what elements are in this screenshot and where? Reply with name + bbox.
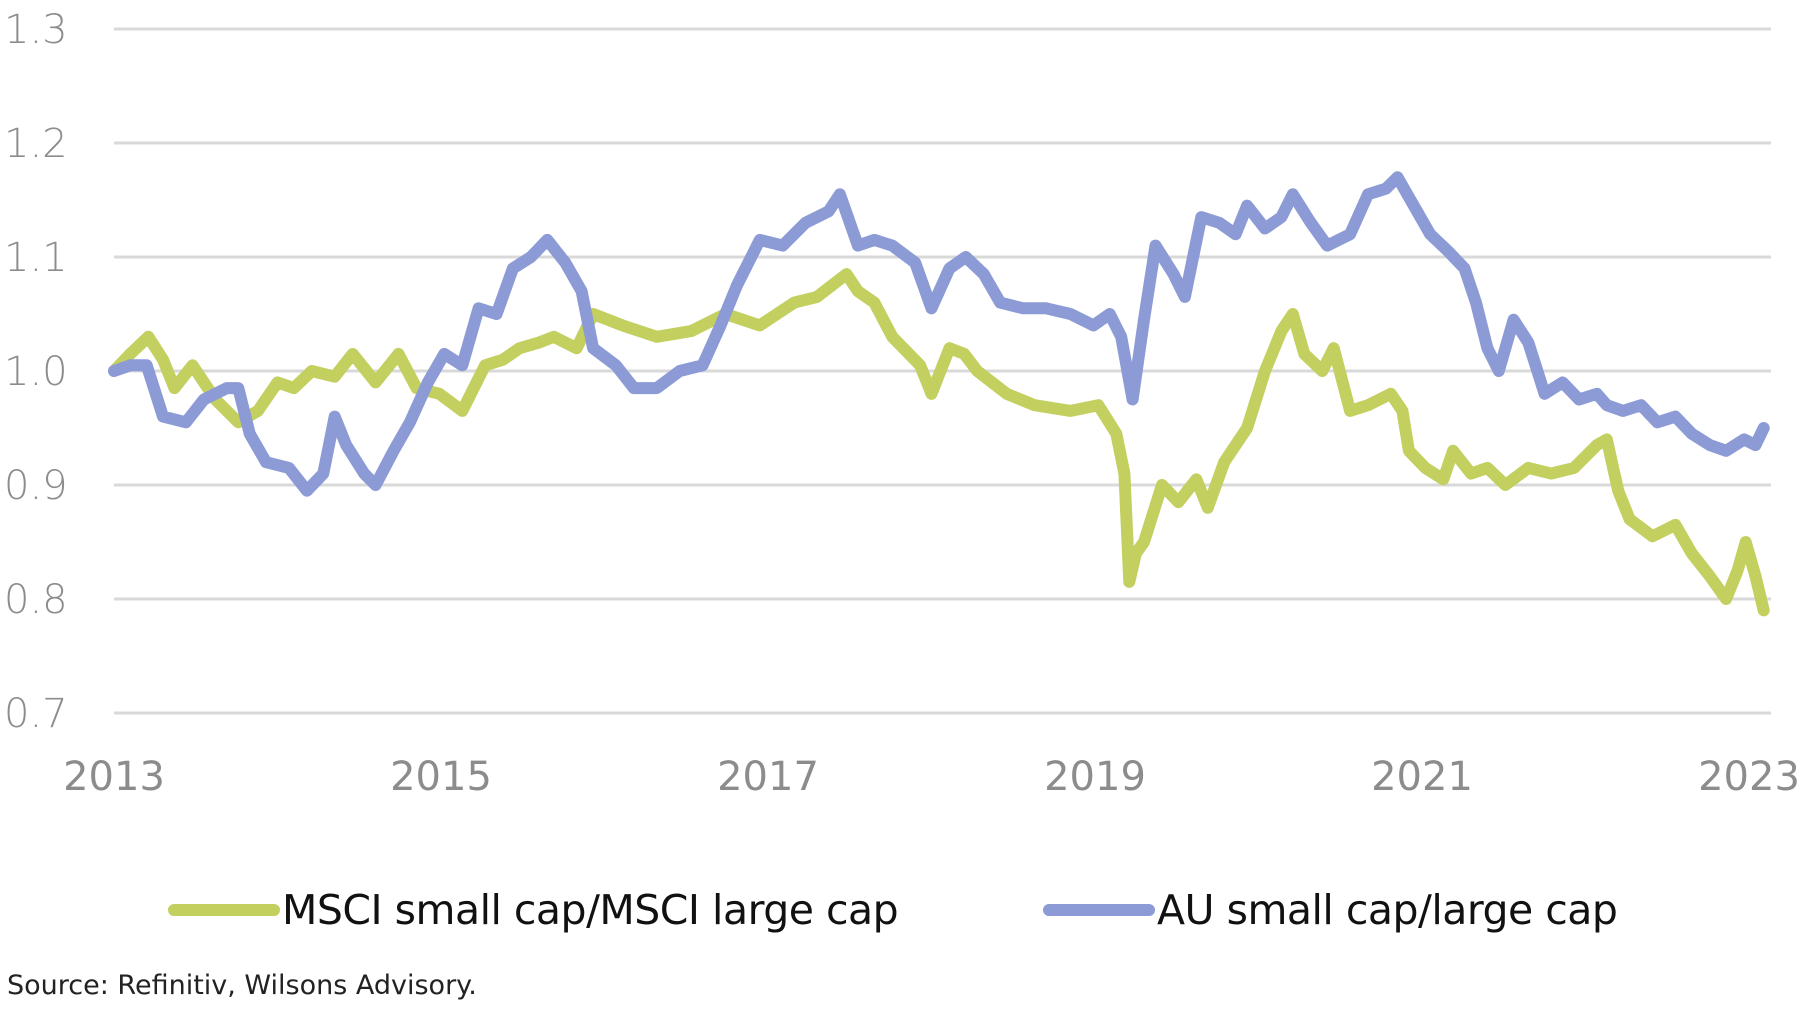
y-tick-label: 1.3 <box>4 7 68 53</box>
y-tick-label: 1.2 <box>4 121 68 167</box>
legend: MSCI small cap/MSCI large cap AU small c… <box>0 880 1800 940</box>
x-tick-label: 2013 <box>63 754 165 800</box>
line-chart: 1.31.21.11.00.90.80.7 2013 2015 2017 2019 20… <box>4 7 1800 800</box>
source-note: Source: Refinitiv, Wilsons Advisory. <box>7 970 477 1001</box>
y-tick-label: 1.1 <box>4 235 68 281</box>
series-line-msci <box>108 268 1770 617</box>
y-tick-label: 0.7 <box>4 691 68 737</box>
legend-label-au: AU small cap/large cap <box>1157 886 1618 934</box>
x-tick-label: 2017 <box>717 754 819 800</box>
y-axis-ticks: 1.3 1.2 1.1 1.0 0.9 0.8 0.7 <box>4 7 68 737</box>
legend-item-msci: MSCI small cap/MSCI large cap <box>168 880 899 940</box>
series-lines <box>108 171 1770 617</box>
x-axis-ticks: 2013 2015 2017 2019 2021 2023 <box>63 754 1800 800</box>
legend-label-msci: MSCI small cap/MSCI large cap <box>282 886 899 934</box>
y-tick-label: 1.0 <box>4 349 68 395</box>
y-tick-label: 0.9 <box>4 463 68 509</box>
legend-item-au: AU small cap/large cap <box>1043 880 1618 940</box>
legend-swatch-msci <box>168 904 280 916</box>
x-tick-label: 2015 <box>390 754 492 800</box>
y-tick-label: 0.8 <box>4 577 68 623</box>
x-tick-label: 2019 <box>1044 754 1146 800</box>
legend-swatch-au <box>1043 904 1155 916</box>
x-tick-label: 2021 <box>1371 754 1473 800</box>
x-tick-label: 2023 <box>1698 754 1800 800</box>
series-line-au <box>108 171 1770 497</box>
